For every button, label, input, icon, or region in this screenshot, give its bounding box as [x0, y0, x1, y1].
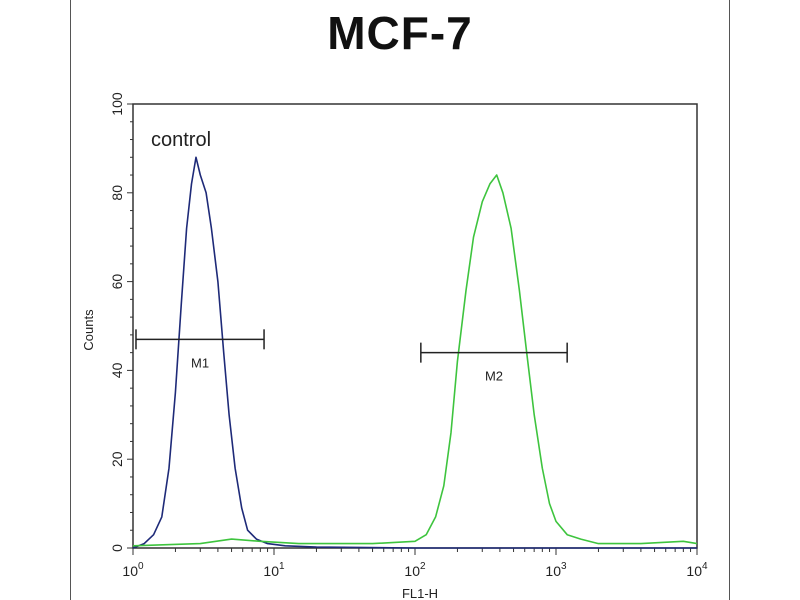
- marker-m2-label: M2: [485, 369, 503, 384]
- x-tick-label: 103: [545, 561, 567, 579]
- chart-title: MCF-7: [327, 7, 473, 59]
- x-tick-label: 102: [404, 561, 426, 579]
- y-tick-label: 20: [109, 451, 125, 467]
- y-tick-label: 80: [109, 185, 125, 201]
- y-tick-label: 0: [109, 544, 125, 552]
- x-tick-label: 100: [122, 561, 144, 579]
- y-axis-label: Counts: [81, 309, 96, 351]
- y-tick-label: 60: [109, 274, 125, 290]
- y-tick-label: 100: [109, 92, 125, 116]
- plot-area: [132, 103, 698, 549]
- x-tick-label: 104: [686, 561, 708, 579]
- control-annotation: control: [151, 129, 211, 151]
- marker-m1-label: M1: [191, 355, 209, 370]
- x-tick-label: 101: [263, 561, 285, 579]
- histogram-series-2: [132, 174, 698, 547]
- y-tick-label: 40: [109, 362, 125, 378]
- figure-frame: [70, 0, 730, 600]
- histogram-series-1: [132, 156, 697, 549]
- x-axis-label: FL1-H: [402, 586, 438, 600]
